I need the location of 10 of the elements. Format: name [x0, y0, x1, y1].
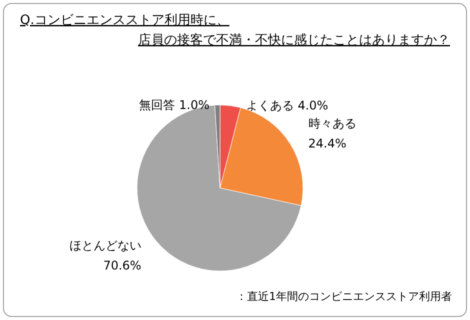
- data-label: 4.0%: [298, 98, 328, 113]
- slice-label: 無回答: [139, 98, 180, 112]
- slice-label: ほとんどない: [69, 238, 142, 253]
- chart-subtitle: 店員の接客で不満・不快に感じたことはありますか？: [138, 32, 450, 48]
- slice-label: 時々ある: [308, 116, 356, 131]
- data-label: 24.4%: [308, 136, 346, 151]
- data-label: 1.0%: [179, 98, 210, 112]
- data-label: 70.6%: [103, 258, 142, 273]
- chart-title: Q.コンビニエンスストア利用時に、: [20, 13, 230, 28]
- text: ：直近1年間のコンビニエンスストア利用者: [236, 290, 452, 303]
